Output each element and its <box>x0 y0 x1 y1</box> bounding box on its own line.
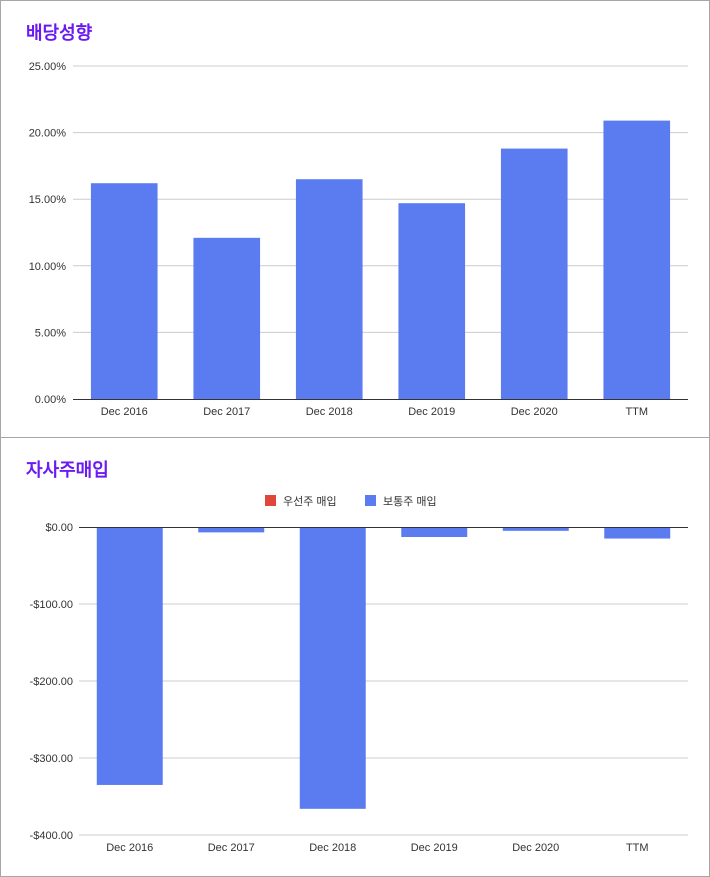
y-tick-label: 20.00% <box>29 128 67 140</box>
bar <box>96 527 163 785</box>
x-tick-label: Dec 2017 <box>203 406 250 418</box>
legend-label-preferred: 우선주 매입 <box>283 495 337 508</box>
x-tick-label: Dec 2020 <box>511 406 558 418</box>
bar <box>295 179 363 399</box>
y-tick-label: $0.00 <box>45 522 73 534</box>
payout-ratio-panel: 배당성향 0.00% 5.00% 10.00% 15.00% 20.00% 25.00% D… <box>0 0 710 438</box>
bar <box>193 237 261 399</box>
bar <box>198 527 265 533</box>
bar <box>398 203 466 399</box>
bar <box>603 120 671 399</box>
bar <box>604 527 671 539</box>
x-tick-label: Dec 2016 <box>106 842 153 854</box>
x-tick-label: Dec 2018 <box>306 406 353 418</box>
legend-swatch-common <box>365 495 376 506</box>
y-tick-label: -$100.00 <box>30 599 73 611</box>
x-tick-label: Dec 2019 <box>408 406 455 418</box>
chart-title-buyback: 자사주매입 <box>26 460 109 481</box>
bar <box>299 527 366 809</box>
legend: 우선주 매입 보통주 매입 <box>265 495 437 508</box>
buyback-panel: 자사주매입 $0.00 -$100.00 -$200.00 -$300.00 -$400… <box>0 437 710 877</box>
x-tick-label: Dec 2019 <box>411 842 458 854</box>
x-tick-label: TTM <box>625 406 648 418</box>
bar <box>401 527 468 538</box>
y-tick-label: -$300.00 <box>30 753 73 765</box>
x-tick-label: Dec 2016 <box>101 406 148 418</box>
y-tick-label: 0.00% <box>35 394 66 406</box>
x-tick-label: Dec 2017 <box>208 842 255 854</box>
x-tick-label: Dec 2020 <box>512 842 559 854</box>
x-tick-label: Dec 2018 <box>309 842 356 854</box>
y-tick-label: -$200.00 <box>30 676 73 688</box>
legend-label-common: 보통주 매입 <box>383 495 437 508</box>
y-tick-label: 25.00% <box>29 61 67 73</box>
buyback-chart: $0.00 -$100.00 -$200.00 -$300.00 -$400.00 Dec… <box>30 495 688 854</box>
y-tick-label: -$400.00 <box>30 830 73 842</box>
legend-swatch-preferred <box>265 495 276 506</box>
chart-title-payout-ratio: 배당성향 <box>26 23 93 44</box>
y-tick-label: 5.00% <box>35 327 66 339</box>
bar <box>500 148 568 399</box>
x-tick-label: TTM <box>626 842 649 854</box>
y-tick-label: 15.00% <box>29 194 67 206</box>
y-tick-label: 10.00% <box>29 261 67 273</box>
bar <box>502 527 569 531</box>
payout-ratio-chart: 0.00% 5.00% 10.00% 15.00% 20.00% 25.00% Dec 20… <box>29 61 688 418</box>
bar <box>90 183 158 399</box>
